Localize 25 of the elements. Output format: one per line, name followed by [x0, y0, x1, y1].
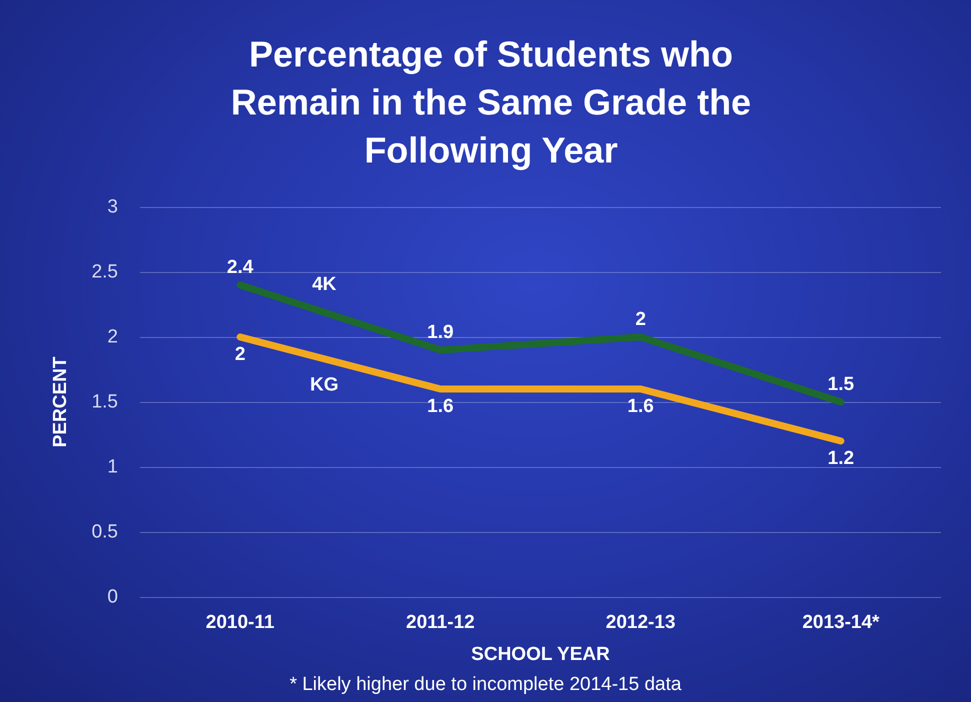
x-tick-label: 2012-13 [606, 612, 676, 633]
x-tick-label: 2011-12 [406, 612, 475, 633]
data-label: 1.6 [627, 396, 654, 417]
series-label: 4K [312, 274, 337, 295]
y-tick-label: 2 [107, 326, 118, 348]
y-tick-label: 3 [107, 196, 118, 218]
data-label: 1.2 [828, 448, 854, 469]
y-tick-label: 0.5 [92, 522, 118, 542]
x-axis-title: SCHOOL YEAR [471, 644, 610, 665]
data-label: 1.9 [427, 322, 454, 343]
data-label: 2.4 [226, 257, 254, 278]
y-tick-label: 1.5 [92, 392, 118, 412]
x-tick-label: 2013-14* [802, 612, 880, 633]
y-axis-title: PERCENT [50, 356, 71, 448]
data-label: 1.6 [427, 396, 454, 417]
y-tick-label: 2.5 [92, 262, 118, 282]
chart-title: Percentage of Students who Remain in the Same Grade the Following Year [230, 34, 752, 170]
y-tick-label: 0 [107, 586, 118, 608]
x-tick-label: 2010-11 [206, 612, 275, 633]
series-label: KG [310, 374, 338, 396]
y-tick-label: 1 [107, 456, 118, 478]
text: * Likely higher due to incomplete 2014-15 data [290, 674, 682, 695]
data-label: 2 [635, 309, 646, 330]
data-label: 2 [234, 344, 246, 365]
data-label: 1.5 [828, 374, 855, 395]
